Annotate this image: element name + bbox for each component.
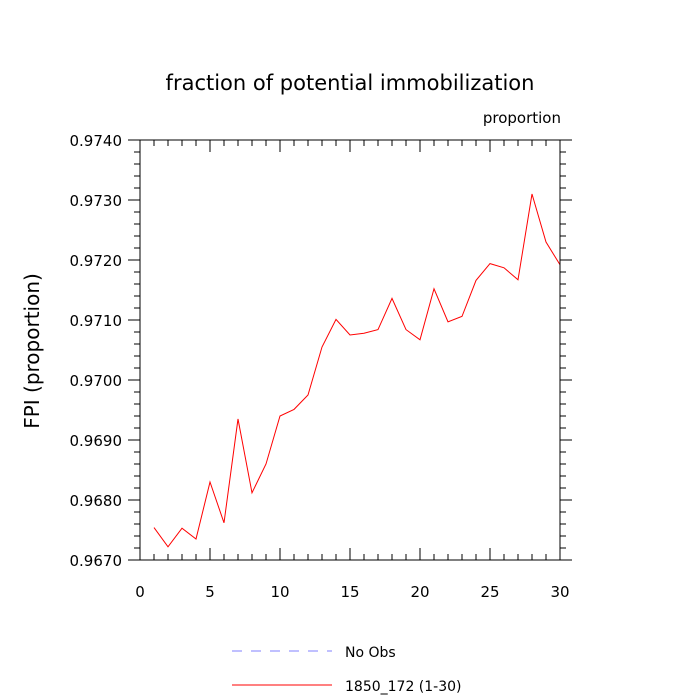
- x-tick-label: 10: [270, 583, 289, 601]
- y-tick-label: 0.9700: [70, 372, 123, 390]
- x-tick-label: 5: [205, 583, 215, 601]
- units-label: proportion: [483, 109, 561, 127]
- plot-frame: [139, 139, 561, 561]
- series-layer: [153, 193, 561, 548]
- y-tick-label: 0.9680: [70, 492, 123, 510]
- axis-tick-labels: 0 5 10 15 20 25 30 0.9670 0.9680 0.9690 0.9700 0.97…: [70, 132, 570, 601]
- y-tick-label: 0.9740: [70, 132, 123, 150]
- y-tick-label: 0.9720: [70, 252, 123, 270]
- legend: No Obs 1850_172 (1-30): [232, 645, 462, 695]
- x-tick-label: 15: [340, 583, 359, 601]
- x-tick-label: 25: [480, 583, 499, 601]
- y-tick-label: 0.9690: [70, 432, 123, 450]
- y-tick-label: 0.9710: [70, 312, 123, 330]
- x-tick-label: 20: [410, 583, 429, 601]
- x-tick-label: 0: [135, 583, 145, 601]
- y-tick-label: 0.9670: [70, 552, 123, 570]
- legend-label: No Obs: [345, 645, 396, 661]
- x-tick-label: 30: [550, 583, 569, 601]
- axis-ticks: [128, 139, 572, 561]
- y-axis-label: FPI (proportion): [20, 273, 44, 429]
- series-line: [153, 193, 561, 548]
- legend-label: 1850_172 (1-30): [345, 679, 462, 695]
- y-tick-label: 0.9730: [70, 192, 123, 210]
- chart-title: fraction of potential immobilization: [166, 71, 535, 95]
